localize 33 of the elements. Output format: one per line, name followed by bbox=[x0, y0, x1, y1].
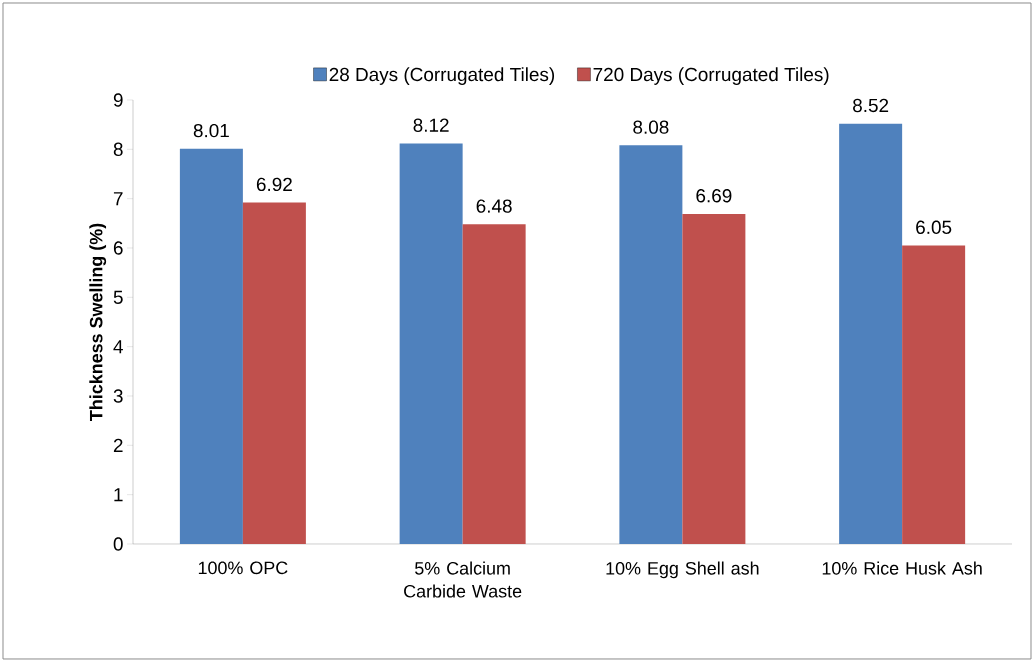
data-label: 6.48 bbox=[476, 199, 512, 213]
y-axis-title: Thickness Swelling (%) bbox=[89, 223, 107, 421]
data-label: 8.01 bbox=[193, 123, 229, 138]
x-tick-label: 10% Egg Shell ash bbox=[606, 561, 759, 579]
bar bbox=[839, 123, 903, 544]
bar bbox=[619, 145, 683, 544]
y-tick-label: 9 bbox=[113, 93, 123, 107]
y-tick-label: 5 bbox=[113, 290, 123, 304]
data-label: 8.08 bbox=[633, 120, 669, 134]
legend-label: 28 Days (Corrugated Tiles) bbox=[329, 67, 555, 85]
y-tick-label: 1 bbox=[114, 488, 123, 502]
x-tick-label: 5% Calcium Carbide Waste bbox=[404, 561, 522, 598]
x-tick-label: 100% OPC bbox=[198, 561, 288, 575]
bar bbox=[242, 202, 306, 544]
y-tick-label: 0 bbox=[113, 537, 123, 551]
y-tick-label: 7 bbox=[113, 192, 123, 206]
data-label: 8.52 bbox=[853, 98, 889, 113]
y-tick-label: 6 bbox=[113, 241, 123, 255]
x-tick-label: 10% Rice Husk Ash bbox=[822, 561, 982, 575]
data-label: 6.69 bbox=[696, 189, 732, 203]
data-label: 8.12 bbox=[413, 118, 449, 132]
bar bbox=[399, 143, 463, 544]
y-tick-label: 2 bbox=[113, 438, 123, 452]
y-tick-label: 3 bbox=[113, 389, 123, 403]
bar bbox=[682, 213, 746, 544]
data-label: 6.92 bbox=[256, 177, 292, 192]
y-tick-label: 8 bbox=[113, 142, 123, 157]
legend-label: 720 Days (Corrugated Tiles) bbox=[593, 67, 829, 85]
data-label: 6.05 bbox=[916, 220, 952, 234]
bar bbox=[179, 148, 243, 544]
bar bbox=[462, 224, 526, 544]
y-tick-label: 4 bbox=[113, 340, 123, 354]
bar bbox=[902, 245, 966, 544]
